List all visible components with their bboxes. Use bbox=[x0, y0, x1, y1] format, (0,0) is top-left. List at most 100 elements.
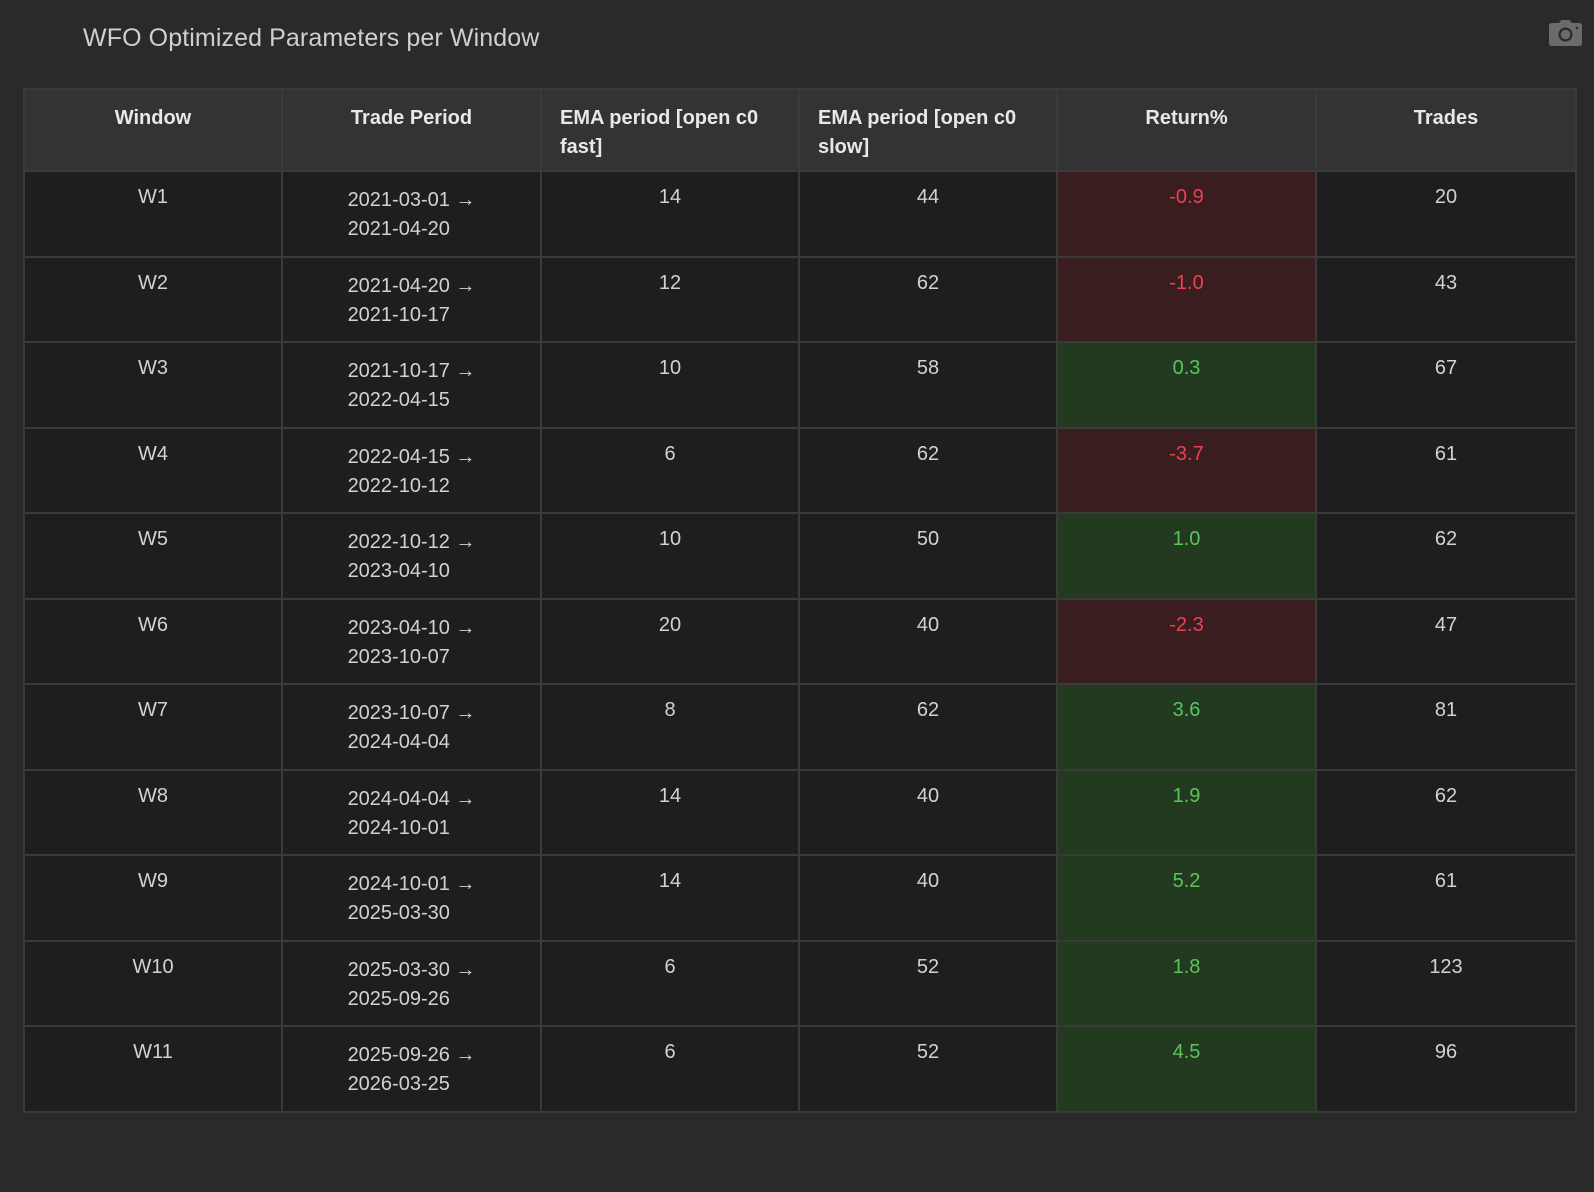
cell-window: W1 bbox=[23, 170, 283, 258]
period-end: 2024-10-01 bbox=[347, 816, 450, 839]
cell-ema-slow: 62 bbox=[798, 255, 1058, 343]
table-row: W2 2021-04-20 → 2021-10-17 12 62 -1.0 43 bbox=[23, 255, 1577, 343]
table-row: W3 2021-10-17 → 2022-04-15 10 58 0.3 67 bbox=[23, 341, 1577, 429]
cell-ema-slow: 62 bbox=[798, 426, 1058, 514]
table-row: W8 2024-04-04 → 2024-10-01 14 40 1.9 62 bbox=[23, 768, 1577, 856]
table-row: W5 2022-10-12 → 2023-04-10 10 50 1.0 62 bbox=[23, 512, 1577, 600]
table-row: W4 2022-04-15 → 2022-10-12 6 62 -3.7 61 bbox=[23, 426, 1577, 514]
period-end: 2026-03-25 bbox=[347, 1073, 450, 1095]
period-end: 2024-04-04 bbox=[347, 731, 450, 753]
cell-ema-fast: 6 bbox=[540, 939, 800, 1027]
cell-ema-fast: 10 bbox=[540, 512, 800, 600]
period-start: 2021-03-01 → bbox=[347, 189, 476, 211]
period-end: 2021-10-17 bbox=[347, 303, 450, 326]
wfo-parameters-table: Window Trade Period EMA period [open c0 … bbox=[23, 88, 1577, 1113]
cell-ema-fast: 12 bbox=[540, 255, 800, 343]
cell-window: W9 bbox=[23, 854, 283, 942]
period-end: 2022-10-12 bbox=[347, 474, 450, 497]
period-start: 2022-04-15 → bbox=[347, 445, 476, 468]
period-end: 2023-04-10 bbox=[347, 560, 450, 582]
cell-trade-period: 2023-04-10 → 2023-10-07 bbox=[281, 597, 542, 685]
camera-icon[interactable] bbox=[1549, 20, 1582, 46]
cell-trade-period: 2024-04-04 → 2024-10-01 bbox=[281, 768, 542, 856]
cell-ema-fast: 20 bbox=[540, 597, 800, 685]
column-header-window[interactable]: Window bbox=[23, 88, 283, 172]
cell-trades: 62 bbox=[1315, 512, 1577, 600]
table-header-row: Window Trade Period EMA period [open c0 … bbox=[23, 88, 1577, 172]
period-start: 2023-10-07 → bbox=[347, 702, 476, 724]
period-end: 2021-04-20 bbox=[347, 218, 450, 240]
cell-return: -3.7 bbox=[1056, 426, 1317, 514]
column-header-trades[interactable]: Trades bbox=[1315, 88, 1577, 172]
cell-ema-fast: 6 bbox=[540, 426, 800, 514]
cell-trades: 20 bbox=[1315, 170, 1577, 258]
cell-ema-fast: 8 bbox=[540, 683, 800, 771]
period-start: 2025-03-30 → bbox=[347, 958, 476, 981]
period-start: 2024-04-04 → bbox=[347, 787, 476, 810]
cell-ema-slow: 62 bbox=[798, 683, 1058, 771]
cell-return: -1.0 bbox=[1056, 255, 1317, 343]
column-header-ema-fast[interactable]: EMA period [open c0 fast] bbox=[540, 88, 800, 172]
period-start: 2021-04-20 → bbox=[347, 274, 476, 297]
cell-return: 3.6 bbox=[1056, 683, 1317, 771]
chart-title: WFO Optimized Parameters per Window bbox=[83, 24, 540, 52]
period-start: 2023-04-10 → bbox=[347, 616, 476, 639]
column-header-trade-period[interactable]: Trade Period bbox=[281, 88, 542, 172]
column-header-return[interactable]: Return% bbox=[1056, 88, 1317, 172]
cell-ema-slow: 40 bbox=[798, 597, 1058, 685]
cell-window: W3 bbox=[23, 341, 283, 429]
cell-return: 0.3 bbox=[1056, 341, 1317, 429]
cell-window: W4 bbox=[23, 426, 283, 514]
cell-trade-period: 2022-04-15 → 2022-10-12 bbox=[281, 426, 542, 514]
cell-window: W5 bbox=[23, 512, 283, 600]
period-end: 2025-09-26 bbox=[347, 987, 450, 1010]
cell-ema-fast: 14 bbox=[540, 854, 800, 942]
cell-return: -2.3 bbox=[1056, 597, 1317, 685]
cell-ema-fast: 10 bbox=[540, 341, 800, 429]
cell-trades: 61 bbox=[1315, 854, 1577, 942]
cell-trades: 61 bbox=[1315, 426, 1577, 514]
cell-ema-fast: 6 bbox=[540, 1025, 800, 1113]
cell-window: W8 bbox=[23, 768, 283, 856]
cell-trades: 96 bbox=[1315, 1025, 1577, 1113]
cell-ema-fast: 14 bbox=[540, 170, 800, 258]
period-end: 2025-03-30 bbox=[347, 902, 450, 924]
table-row: W11 2025-09-26 → 2026-03-25 6 52 4.5 96 bbox=[23, 1025, 1577, 1113]
cell-trades: 47 bbox=[1315, 597, 1577, 685]
table-row: W9 2024-10-01 → 2025-03-30 14 40 5.2 61 bbox=[23, 854, 1577, 942]
cell-trade-period: 2021-10-17 → 2022-04-15 bbox=[281, 341, 542, 429]
cell-window: W11 bbox=[23, 1025, 283, 1113]
table-row: W10 2025-03-30 → 2025-09-26 6 52 1.8 123 bbox=[23, 939, 1577, 1027]
cell-window: W7 bbox=[23, 683, 283, 771]
cell-ema-slow: 52 bbox=[798, 939, 1058, 1027]
cell-trades: 43 bbox=[1315, 255, 1577, 343]
cell-trade-period: 2022-10-12 → 2023-04-10 bbox=[281, 512, 542, 600]
period-end: 2022-04-15 bbox=[347, 389, 450, 411]
table-row: W6 2023-04-10 → 2023-10-07 20 40 -2.3 47 bbox=[23, 597, 1577, 685]
period-start: 2022-10-12 → bbox=[347, 531, 476, 553]
cell-ema-slow: 40 bbox=[798, 768, 1058, 856]
cell-return: -0.9 bbox=[1056, 170, 1317, 258]
cell-trade-period: 2024-10-01 → 2025-03-30 bbox=[281, 854, 542, 942]
cell-ema-slow: 58 bbox=[798, 341, 1058, 429]
cell-trade-period: 2025-09-26 → 2026-03-25 bbox=[281, 1025, 542, 1113]
cell-return: 1.9 bbox=[1056, 768, 1317, 856]
cell-window: W10 bbox=[23, 939, 283, 1027]
cell-trade-period: 2025-03-30 → 2025-09-26 bbox=[281, 939, 542, 1027]
cell-window: W6 bbox=[23, 597, 283, 685]
period-end: 2023-10-07 bbox=[347, 645, 450, 668]
table-row: W1 2021-03-01 → 2021-04-20 14 44 -0.9 20 bbox=[23, 170, 1577, 258]
cell-window: W2 bbox=[23, 255, 283, 343]
cell-trade-period: 2021-03-01 → 2021-04-20 bbox=[281, 170, 542, 258]
cell-ema-slow: 40 bbox=[798, 854, 1058, 942]
table-row: W7 2023-10-07 → 2024-04-04 8 62 3.6 81 bbox=[23, 683, 1577, 771]
cell-trades: 62 bbox=[1315, 768, 1577, 856]
cell-trades: 81 bbox=[1315, 683, 1577, 771]
cell-trade-period: 2021-04-20 → 2021-10-17 bbox=[281, 255, 542, 343]
column-header-ema-slow[interactable]: EMA period [open c0 slow] bbox=[798, 88, 1058, 172]
cell-ema-slow: 52 bbox=[798, 1025, 1058, 1113]
cell-ema-slow: 50 bbox=[798, 512, 1058, 600]
cell-trades: 123 bbox=[1315, 939, 1577, 1027]
cell-return: 4.5 bbox=[1056, 1025, 1317, 1113]
cell-trade-period: 2023-10-07 → 2024-04-04 bbox=[281, 683, 542, 771]
